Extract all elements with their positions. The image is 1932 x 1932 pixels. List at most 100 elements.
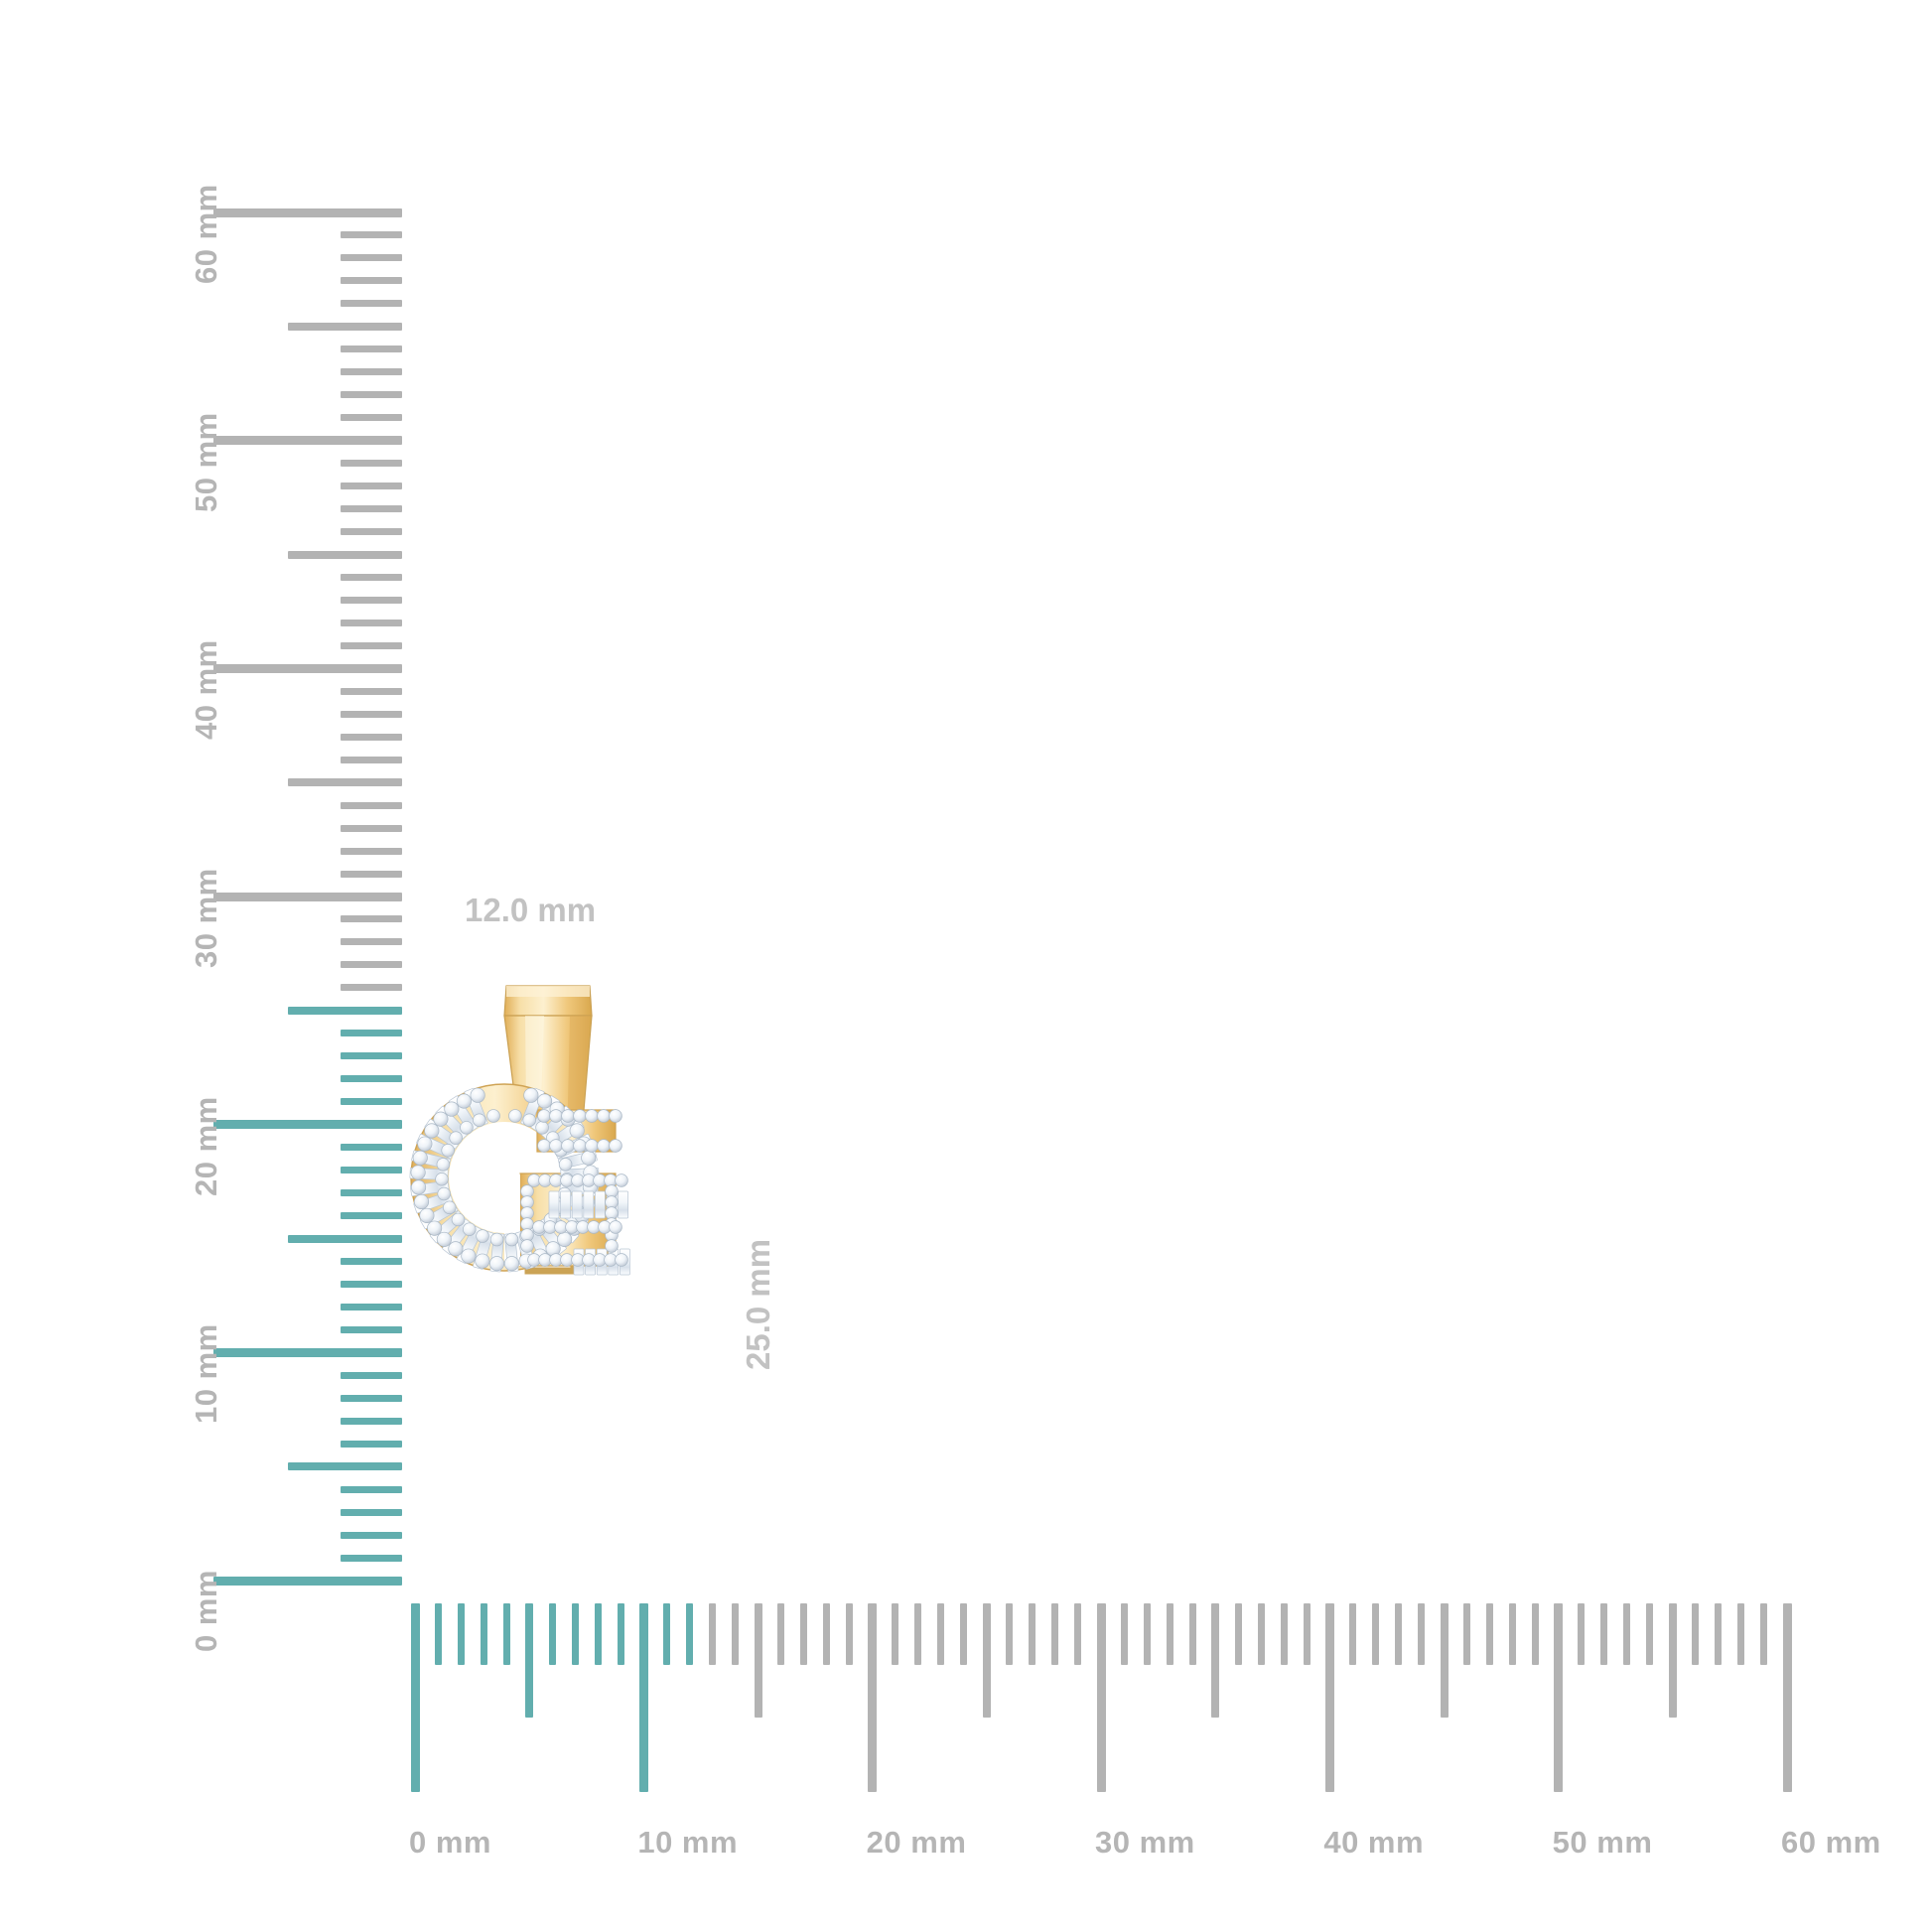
round-stone [557,1231,573,1247]
round-stone [609,1109,622,1123]
horizontal-tick-49mm [1532,1603,1540,1665]
round-stone [411,1179,427,1195]
horizontal-tick-52mm [1600,1603,1608,1665]
horizontal-tick-29mm [1074,1603,1082,1665]
horizontal-tick-0mm [410,1603,420,1792]
horizontal-tick-26mm [1006,1603,1014,1665]
baguette-stone [560,1190,571,1219]
horizontal-tick-32mm [1143,1603,1151,1665]
vertical-tick-19mm [341,1144,402,1152]
baguette-stone [583,1190,595,1219]
round-stone [463,1222,477,1236]
round-stone [437,1186,451,1201]
vertical-tick-29mm [341,915,402,923]
horizontal-tick-27mm [1029,1603,1036,1665]
round-stone [419,1207,435,1223]
horizontal-tick-34mm [1188,1603,1196,1665]
round-stone [461,1248,477,1264]
vertical-tick-11mm [341,1325,402,1333]
vertical-tick-51mm [341,414,402,422]
vertical-tick-41mm [341,641,402,649]
horizontal-tick-50mm [1554,1603,1564,1792]
vertical-tick-9mm [341,1371,402,1379]
vertical-tick-32mm [341,847,402,855]
round-stone [561,1139,575,1153]
horizontal-tick-37mm [1257,1603,1265,1665]
horizontal-tick-43mm [1394,1603,1402,1665]
horizontal-tick-41mm [1348,1603,1356,1665]
horizontal-tick-6mm [548,1603,556,1665]
height-dimension-label: 25.0 mm [740,1238,776,1370]
round-stone [443,1200,457,1215]
vertical-ruler-label-40mm: 40 mm [189,639,223,741]
horizontal-tick-7mm [571,1603,579,1665]
horizontal-tick-55mm [1668,1603,1677,1718]
round-stone [470,1087,485,1103]
vertical-tick-44mm [341,573,402,581]
round-stone [504,1232,519,1247]
horizontal-tick-36mm [1234,1603,1242,1665]
round-stone [489,1232,504,1247]
vertical-tick-8mm [341,1394,402,1402]
horizontal-tick-22mm [914,1603,922,1665]
vertical-tick-6mm [341,1440,402,1448]
round-stone [573,1139,587,1153]
vertical-tick-14mm [341,1257,402,1265]
round-stone [522,1113,536,1128]
horizontal-ruler-label-0mm: 0 mm [409,1825,491,1860]
round-stone [597,1109,611,1123]
vertical-tick-59mm [341,231,402,239]
vertical-tick-36mm [341,756,402,763]
round-stone [456,1093,472,1109]
round-stone [609,1139,622,1153]
round-stone [585,1109,599,1123]
round-stone [448,1241,464,1257]
vertical-tick-7mm [341,1417,402,1425]
vertical-ruler-label-30mm: 30 mm [189,868,223,968]
vertical-tick-48mm [341,483,402,490]
horizontal-tick-47mm [1486,1603,1494,1665]
round-stone [523,1087,539,1103]
vertical-tick-3mm [341,1508,402,1516]
round-stone [435,1173,449,1186]
round-stone [417,1136,433,1152]
horizontal-tick-12mm [685,1603,693,1665]
round-stone [549,1139,563,1153]
vertical-tick-10mm [213,1347,402,1357]
round-stone [473,1113,486,1128]
baguette-stone [595,1190,606,1219]
round-stone [609,1220,622,1234]
vertical-tick-55mm [288,322,402,331]
horizontal-tick-15mm [754,1603,762,1718]
vertical-tick-38mm [341,710,402,718]
horizontal-tick-16mm [777,1603,785,1665]
round-stone [508,1109,522,1123]
width-dimension-label: 12.0 mm [465,892,597,928]
round-stone [436,1158,451,1172]
vertical-tick-40mm [213,663,402,673]
horizontal-tick-53mm [1623,1603,1631,1665]
round-stone [503,1256,519,1272]
horizontal-tick-18mm [823,1603,831,1665]
vertical-tick-15mm [288,1234,402,1243]
horizontal-tick-40mm [1324,1603,1334,1792]
vertical-tick-54mm [341,345,402,353]
round-stone [475,1253,490,1269]
vertical-tick-20mm [213,1120,402,1130]
round-stone [489,1256,505,1272]
vertical-tick-52mm [341,391,402,399]
vertical-tick-33mm [341,824,402,832]
round-stone [476,1229,489,1243]
horizontal-tick-11mm [662,1603,670,1665]
baguette-stone [618,1190,628,1219]
vertical-tick-49mm [341,460,402,468]
vertical-ruler-label-0mm: 0 mm [189,1570,223,1652]
vertical-tick-4mm [341,1485,402,1493]
horizontal-tick-56mm [1692,1603,1700,1665]
horizontal-tick-39mm [1303,1603,1311,1665]
round-stone [597,1139,611,1153]
horizontal-tick-1mm [434,1603,442,1665]
round-stone [537,1139,551,1153]
horizontal-tick-44mm [1417,1603,1425,1665]
